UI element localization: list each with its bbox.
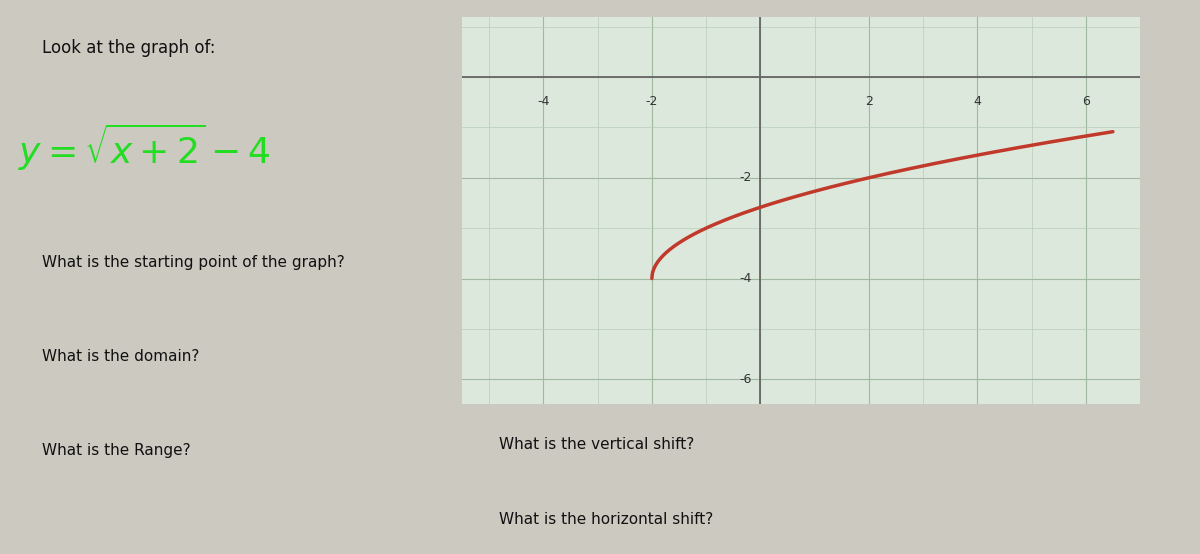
Text: What is the horizontal shift?: What is the horizontal shift? <box>499 512 713 527</box>
Text: -2: -2 <box>646 95 658 107</box>
Text: 4: 4 <box>973 95 982 107</box>
Text: -2: -2 <box>740 171 752 184</box>
Text: What is the starting point of the graph?: What is the starting point of the graph? <box>42 255 344 270</box>
Text: 2: 2 <box>865 95 872 107</box>
Text: $y = \sqrt{x + 2} - 4$: $y = \sqrt{x + 2} - 4$ <box>18 122 271 173</box>
Text: What is the Range?: What is the Range? <box>42 443 191 458</box>
Text: -6: -6 <box>740 373 752 386</box>
Text: -4: -4 <box>740 272 752 285</box>
Text: 6: 6 <box>1082 95 1090 107</box>
Text: Look at the graph of:: Look at the graph of: <box>42 39 215 57</box>
Text: -4: -4 <box>538 95 550 107</box>
Text: What is the domain?: What is the domain? <box>42 349 199 364</box>
Text: What is the vertical shift?: What is the vertical shift? <box>499 437 694 452</box>
